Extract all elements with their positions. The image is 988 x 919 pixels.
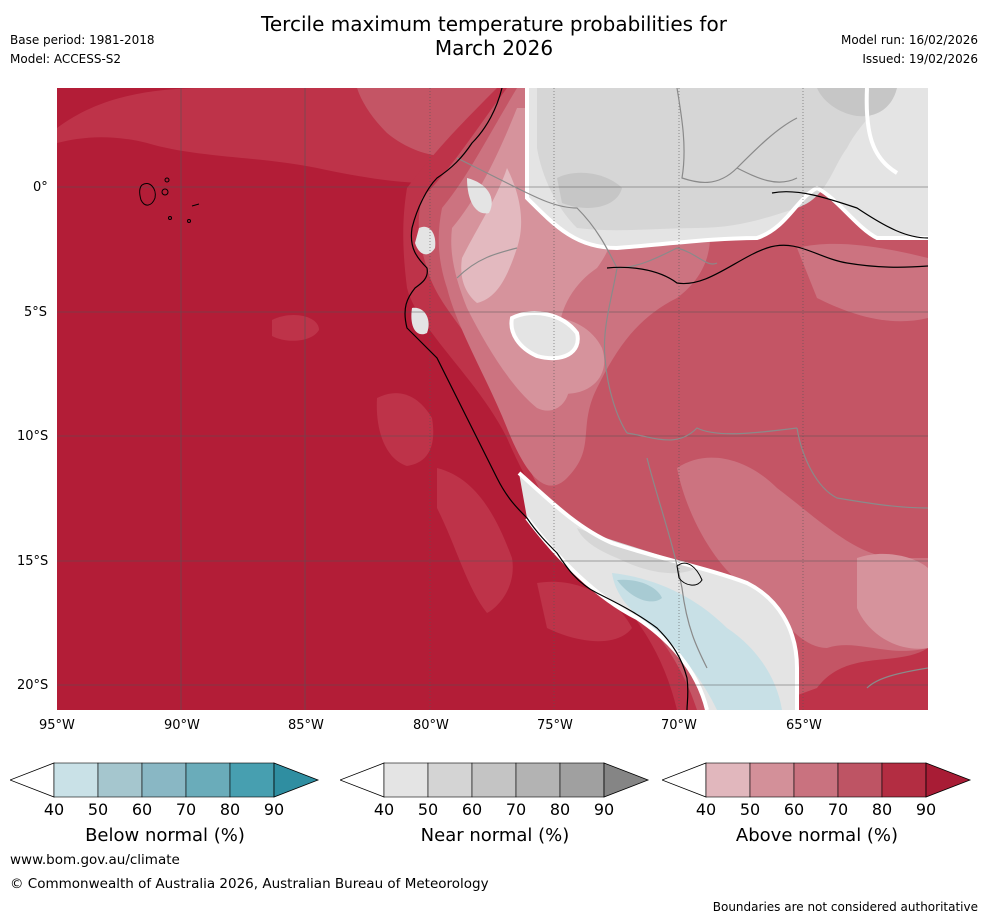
colorbar-segment (706, 763, 750, 797)
model-run-text: Model run: 16/02/2026 (841, 33, 978, 47)
lon-label-95w: 95°W (39, 719, 75, 733)
lat-label-10s: 10°S (17, 430, 48, 444)
lon-label-90w: 90°W (164, 719, 200, 733)
base-period-text: Base period: 1981-2018 (10, 33, 155, 47)
colorbar-tick-label: 90 (589, 802, 619, 818)
colorbar-segment (54, 763, 98, 797)
colorbar-above-ticks: 40 50 60 70 80 90 (662, 802, 972, 820)
colorbar-segment (472, 763, 516, 797)
colorbar-low-triangle (340, 763, 384, 797)
footer-copyright: © Commonwealth of Australia 2026, Austra… (10, 876, 489, 892)
colorbar-near-ticks: 40 50 60 70 80 90 (340, 802, 650, 820)
colorbar-segment (516, 763, 560, 797)
colorbar-tick-label: 80 (215, 802, 245, 818)
colorbar-segment (560, 763, 604, 797)
colorbar-below-title: Below normal (%) (10, 826, 320, 846)
colorbar-segment (186, 763, 230, 797)
colorbar-near-title: Near normal (%) (340, 826, 650, 846)
colorbar-tick-label: 60 (457, 802, 487, 818)
colorbar-tick-label: 50 (83, 802, 113, 818)
colorbar-low-triangle (662, 763, 706, 797)
colorbar-segment (428, 763, 472, 797)
colorbar-above-title: Above normal (%) (662, 826, 972, 846)
colorbar-segment (838, 763, 882, 797)
footer-url: www.bom.gov.au/climate (10, 852, 180, 868)
model-text: Model: ACCESS-S2 (10, 52, 121, 66)
colorbar-segment (882, 763, 926, 797)
colorbar-near-svg (340, 762, 650, 802)
colorbar-below-normal: 40 50 60 70 80 90 Below normal (%) (10, 762, 320, 852)
colorbar-low-triangle (10, 763, 54, 797)
footer-disclaimer: Boundaries are not considered authoritat… (713, 900, 978, 914)
colorbar-tick-label: 50 (735, 802, 765, 818)
colorbar-tick-label: 90 (259, 802, 289, 818)
probability-map (57, 88, 928, 710)
lon-label-70w: 70°W (661, 719, 697, 733)
colorbar-above-normal: 40 50 60 70 80 90 Above normal (%) (662, 762, 972, 852)
lat-label-15s: 15°S (17, 555, 48, 569)
colorbar-tick-label: 40 (369, 802, 399, 818)
colorbar-segment (794, 763, 838, 797)
colorbar-above-svg (662, 762, 972, 802)
probability-map-svg (57, 88, 928, 710)
colorbar-tick-label: 80 (867, 802, 897, 818)
colorbar-high-triangle (926, 763, 970, 797)
colorbar-segment (750, 763, 794, 797)
colorbar-tick-label: 60 (779, 802, 809, 818)
colorbar-tick-label: 60 (127, 802, 157, 818)
lon-label-65w: 65°W (786, 719, 822, 733)
colorbar-below-svg (10, 762, 320, 802)
lat-label-0: 0° (33, 181, 48, 195)
issued-text: Issued: 19/02/2026 (862, 52, 978, 66)
colorbar-segment (384, 763, 428, 797)
lat-label-5s: 5°S (24, 306, 47, 320)
colorbar-segment (230, 763, 274, 797)
colorbar-tick-label: 70 (501, 802, 531, 818)
colorbar-near-normal: 40 50 60 70 80 90 Near normal (%) (340, 762, 650, 852)
colorbar-tick-label: 90 (911, 802, 941, 818)
colorbar-high-triangle (604, 763, 648, 797)
colorbar-tick-label: 40 (39, 802, 69, 818)
lon-label-85w: 85°W (288, 719, 324, 733)
colorbar-segment (142, 763, 186, 797)
colorbar-below-ticks: 40 50 60 70 80 90 (10, 802, 320, 820)
colorbar-tick-label: 50 (413, 802, 443, 818)
colorbar-tick-label: 70 (171, 802, 201, 818)
lon-label-75w: 75°W (537, 719, 573, 733)
colorbar-tick-label: 80 (545, 802, 575, 818)
colorbar-tick-label: 40 (691, 802, 721, 818)
lat-label-20s: 20°S (17, 679, 48, 693)
colorbar-high-triangle (274, 763, 318, 797)
colorbar-tick-label: 70 (823, 802, 853, 818)
colorbar-segment (98, 763, 142, 797)
lon-label-80w: 80°W (413, 719, 449, 733)
